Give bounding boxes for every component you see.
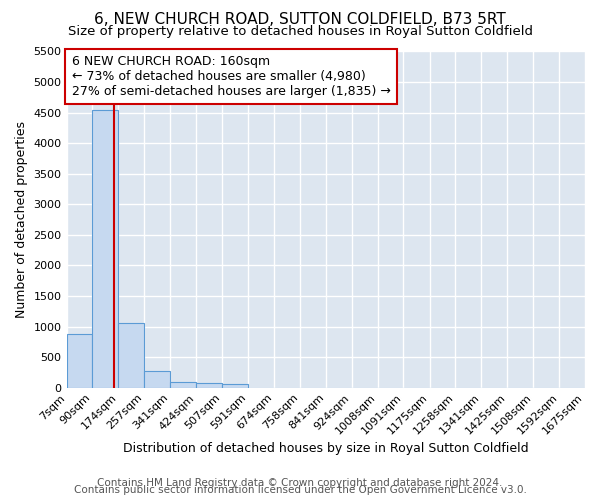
- Y-axis label: Number of detached properties: Number of detached properties: [15, 121, 28, 318]
- Bar: [92, 110, 118, 388]
- Text: 6, NEW CHURCH ROAD, SUTTON COLDFIELD, B73 5RT: 6, NEW CHURCH ROAD, SUTTON COLDFIELD, B7…: [94, 12, 506, 28]
- Bar: [222, 384, 248, 388]
- Text: Contains public sector information licensed under the Open Government Licence v3: Contains public sector information licen…: [74, 485, 526, 495]
- Text: Contains HM Land Registry data © Crown copyright and database right 2024.: Contains HM Land Registry data © Crown c…: [97, 478, 503, 488]
- Text: Size of property relative to detached houses in Royal Sutton Coldfield: Size of property relative to detached ho…: [67, 25, 533, 38]
- Bar: [144, 371, 170, 388]
- Bar: [170, 382, 196, 388]
- Bar: [196, 383, 222, 388]
- X-axis label: Distribution of detached houses by size in Royal Sutton Coldfield: Distribution of detached houses by size …: [123, 442, 529, 455]
- Bar: [118, 323, 144, 388]
- Text: 6 NEW CHURCH ROAD: 160sqm
← 73% of detached houses are smaller (4,980)
27% of se: 6 NEW CHURCH ROAD: 160sqm ← 73% of detac…: [72, 55, 391, 98]
- Bar: [67, 334, 92, 388]
